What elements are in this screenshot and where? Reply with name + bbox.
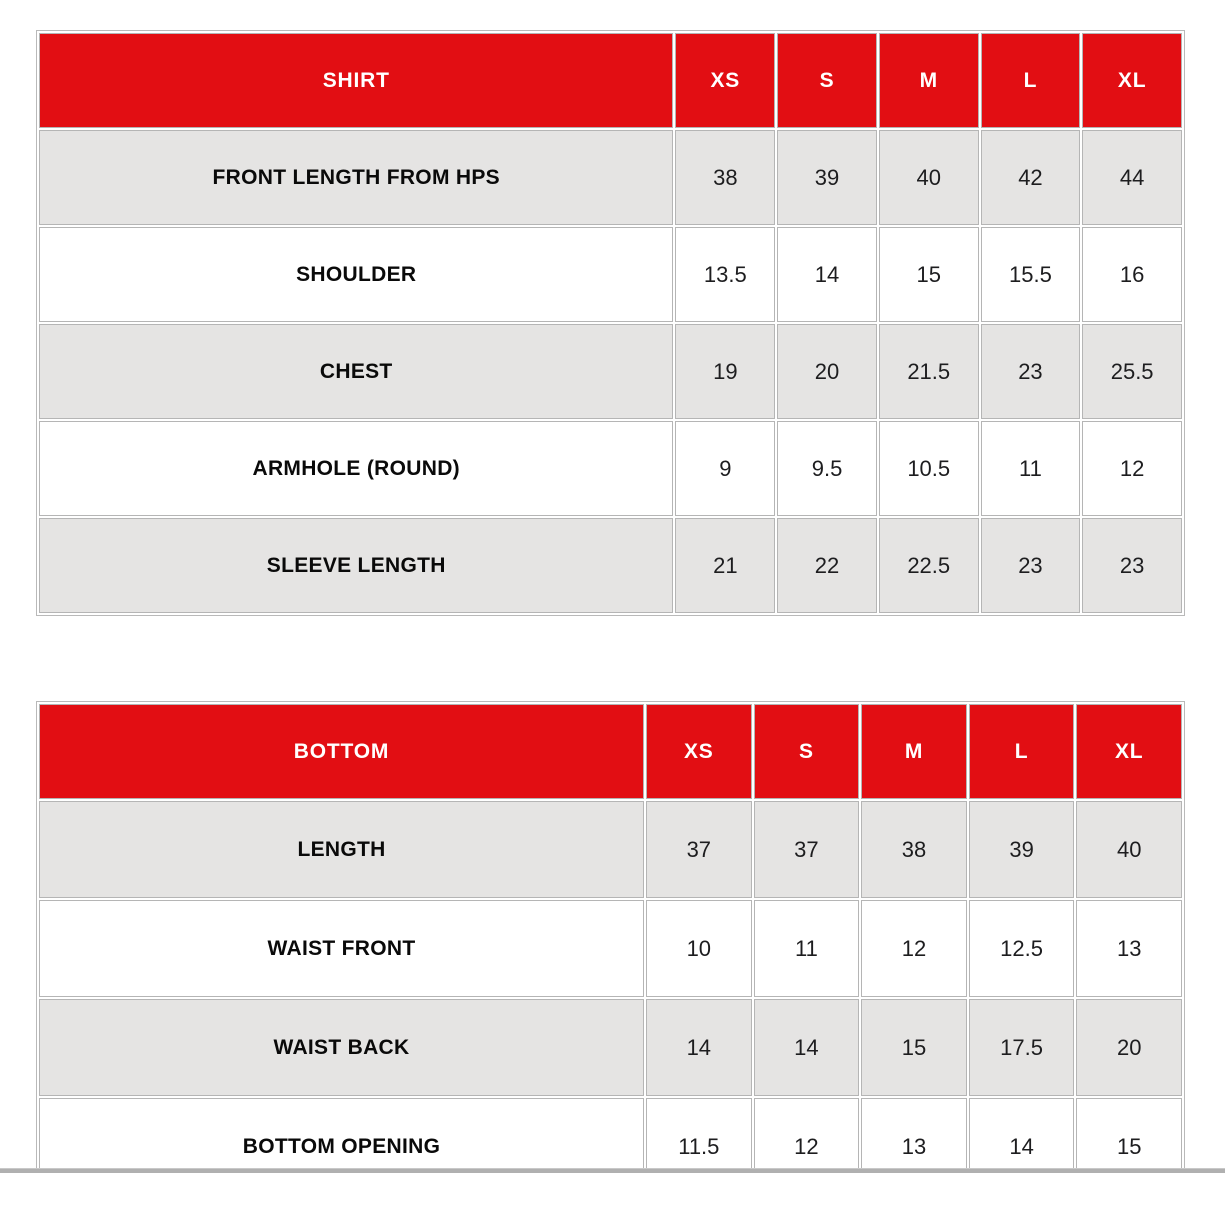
size-value-cell: 23 [980, 518, 1081, 613]
row-label-sleeve-length: SLEEVE LENGTH [39, 518, 674, 613]
size-value-cell: 38 [861, 801, 967, 898]
row-label-bottom-opening: BOTTOM OPENING [39, 1098, 645, 1168]
column-header-m: M [878, 33, 979, 128]
size-value-cell: 11.5 [646, 1098, 752, 1168]
size-value-cell: 14 [968, 1098, 1075, 1168]
table-row: WAIST BACK 14 14 15 17.5 20 [39, 999, 1182, 1096]
size-value-cell: 23 [1082, 518, 1182, 613]
size-value-cell: 25.5 [1082, 324, 1182, 419]
column-header-m: M [861, 704, 967, 799]
size-value-cell: 15 [878, 227, 979, 322]
size-value-cell: 12.5 [968, 900, 1075, 997]
size-value-cell: 9 [675, 421, 776, 516]
shirt-table-title: SHIRT [39, 33, 674, 128]
table-row: LENGTH 37 37 38 39 40 [39, 801, 1182, 898]
bottom-table-title: BOTTOM [39, 704, 645, 799]
shirt-table-section: SHIRT XS S M L XL FRONT LENGTH FROM HPS … [36, 30, 1185, 616]
size-value-cell: 23 [980, 324, 1081, 419]
size-value-cell: 11 [753, 900, 860, 997]
size-value-cell: 17.5 [968, 999, 1075, 1096]
row-label-shoulder: SHOULDER [39, 227, 674, 322]
row-label-waist-front: WAIST FRONT [39, 900, 645, 997]
column-header-xs: XS [675, 33, 776, 128]
shirt-size-table: SHIRT XS S M L XL FRONT LENGTH FROM HPS … [36, 30, 1185, 616]
size-value-cell: 37 [646, 801, 752, 898]
size-value-cell: 15.5 [980, 227, 1081, 322]
column-header-l: L [980, 33, 1081, 128]
column-header-xs: XS [646, 704, 752, 799]
table-row: SHOULDER 13.5 14 15 15.5 16 [39, 227, 1182, 322]
size-value-cell: 20 [1076, 999, 1182, 1096]
size-value-cell: 12 [861, 900, 967, 997]
column-header-xl: XL [1082, 33, 1182, 128]
size-value-cell: 39 [777, 130, 877, 225]
size-value-cell: 16 [1082, 227, 1182, 322]
size-value-cell: 14 [646, 999, 752, 1096]
size-value-cell: 22.5 [878, 518, 979, 613]
bottom-size-table: BOTTOM XS S M L XL LENGTH 37 37 38 39 40 [36, 701, 1185, 1168]
size-value-cell: 10.5 [878, 421, 979, 516]
size-value-cell: 10 [646, 900, 752, 997]
row-label-chest: CHEST [39, 324, 674, 419]
size-value-cell: 15 [861, 999, 967, 1096]
row-label-waist-back: WAIST BACK [39, 999, 645, 1096]
size-value-cell: 37 [753, 801, 860, 898]
table-row: CHEST 19 20 21.5 23 25.5 [39, 324, 1182, 419]
size-value-cell: 12 [753, 1098, 860, 1168]
size-value-cell: 40 [878, 130, 979, 225]
size-value-cell: 14 [753, 999, 860, 1096]
size-value-cell: 19 [675, 324, 776, 419]
size-value-cell: 14 [777, 227, 877, 322]
column-header-s: S [753, 704, 860, 799]
row-label-front-length: FRONT LENGTH FROM HPS [39, 130, 674, 225]
size-value-cell: 15 [1076, 1098, 1182, 1168]
size-value-cell: 38 [675, 130, 776, 225]
size-value-cell: 21 [675, 518, 776, 613]
size-value-cell: 12 [1082, 421, 1182, 516]
size-value-cell: 39 [968, 801, 1075, 898]
column-header-l: L [968, 704, 1075, 799]
table-row: FRONT LENGTH FROM HPS 38 39 40 42 44 [39, 130, 1182, 225]
table-row: WAIST FRONT 10 11 12 12.5 13 [39, 900, 1182, 997]
size-value-cell: 40 [1076, 801, 1182, 898]
size-value-cell: 13 [861, 1098, 967, 1168]
table-row: SLEEVE LENGTH 21 22 22.5 23 23 [39, 518, 1182, 613]
bottom-table-section: BOTTOM XS S M L XL LENGTH 37 37 38 39 40 [36, 701, 1185, 1168]
size-value-cell: 20 [777, 324, 877, 419]
size-value-cell: 44 [1082, 130, 1182, 225]
size-value-cell: 13 [1076, 900, 1182, 997]
row-label-length: LENGTH [39, 801, 645, 898]
size-value-cell: 22 [777, 518, 877, 613]
row-label-armhole: ARMHOLE (ROUND) [39, 421, 674, 516]
size-value-cell: 9.5 [777, 421, 877, 516]
size-value-cell: 13.5 [675, 227, 776, 322]
bottom-header-row: BOTTOM XS S M L XL [39, 704, 1182, 799]
size-value-cell: 11 [980, 421, 1081, 516]
size-value-cell: 42 [980, 130, 1081, 225]
horizontal-scrollbar-track[interactable] [0, 1168, 1225, 1173]
shirt-header-row: SHIRT XS S M L XL [39, 33, 1182, 128]
size-value-cell: 21.5 [878, 324, 979, 419]
column-header-xl: XL [1076, 704, 1182, 799]
table-row: ARMHOLE (ROUND) 9 9.5 10.5 11 12 [39, 421, 1182, 516]
table-row: BOTTOM OPENING 11.5 12 13 14 15 [39, 1098, 1182, 1168]
column-header-s: S [777, 33, 877, 128]
